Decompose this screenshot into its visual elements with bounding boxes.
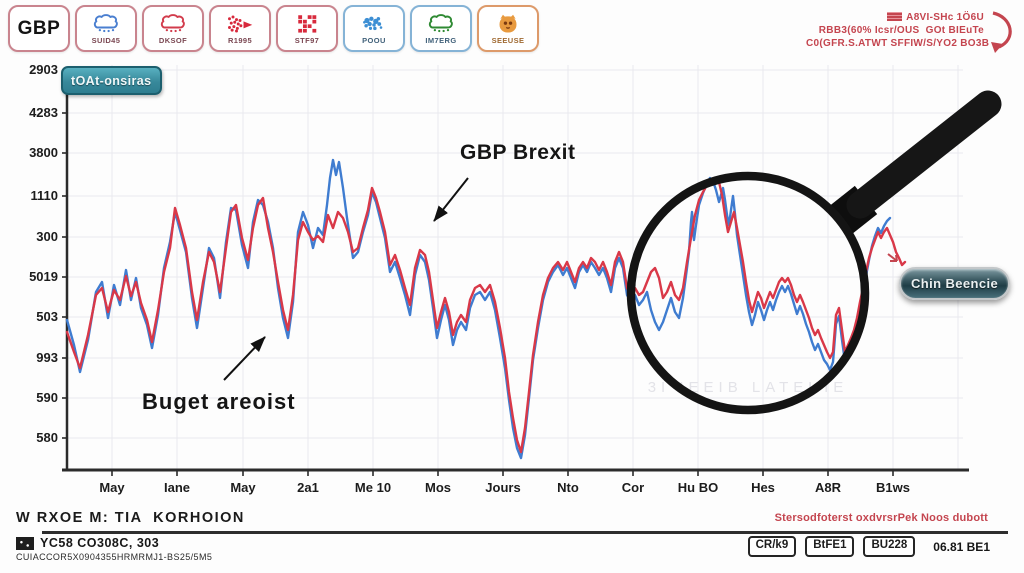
footer-code: YC58 CO308C, 303 [40, 536, 160, 550]
y-tick-label: 3800 [29, 145, 58, 160]
toolbar-button-label: DKSOF [158, 35, 188, 45]
footer-buttons-row: CR/k9 BtFE1 BU228 06.81 BE1 [747, 536, 990, 557]
toolbar-button-label: SEEUSE [491, 35, 525, 45]
magnifier-handle [846, 90, 1002, 219]
y-tick-label: 300 [36, 229, 58, 244]
footer-title: W RXOE M: TIA KORHOION [16, 510, 245, 526]
refresh-arrow-icon[interactable] [986, 9, 1016, 53]
footer-button-btfe1[interactable]: BtFE1 [805, 536, 855, 557]
chart-badge-right[interactable]: Chin Beencie [899, 267, 1011, 300]
toolbar-button-label: IM7ERG [425, 35, 457, 45]
toolbar-button-label: POOU [362, 35, 386, 45]
annotation-gbp-brexit: GBP Brexit [460, 141, 576, 164]
chart-badge-top-left[interactable]: tOAt-onsiras [61, 66, 162, 95]
x-tick-label: Cor [622, 480, 644, 495]
header-note-line: RBB3(60% Icsr/OUS GOt BIEuTe [818, 25, 984, 36]
annotation-budget: Buget areoist [142, 389, 296, 414]
flag-icon [887, 12, 903, 21]
toolbar: GBP SUID45 DKSOF R1995 STF97 POOU IM7ERG SEEUSE [8, 5, 539, 52]
x-tick-label: A8R [815, 480, 842, 495]
toolbar-button-im7erg[interactable]: IM7ERG [410, 5, 472, 52]
x-tick-label: Mos [425, 480, 451, 495]
x-tick-label: Hu BO [678, 480, 718, 495]
footer-value: 06.81 BE1 [933, 539, 990, 554]
annotation-arrow [433, 177, 469, 222]
y-tick-label: 4283 [29, 105, 58, 120]
footer-code-row: YC58 CO308C, 303 [16, 536, 159, 550]
header-note: A8VI-SHc 1Ö6U RBB3(60% Icsr/OUS GOt BIEuT… [806, 11, 990, 50]
y-tick-label: 590 [36, 390, 58, 405]
x-tick-label: Hes [751, 480, 775, 495]
x-tick-label: May [230, 480, 256, 495]
series-line-blue [65, 158, 892, 460]
axis-labels: 2903 4283 3800 1110 300 5019 503 993 590 580 May Ia… [29, 62, 910, 495]
toolbar-button-poou[interactable]: POOU [343, 5, 405, 52]
x-tick-label: Me 10 [355, 480, 391, 495]
toolbar-button-stf97[interactable]: STF97 [276, 5, 338, 52]
series-line-red [65, 176, 907, 454]
x-tick-label: B1ws [876, 480, 910, 495]
chip-icon [16, 536, 34, 550]
footer-note: Stersodfoterst oxdvrsrPek Noos dubott [774, 512, 988, 524]
toolbar-button-suid45[interactable]: SUID45 [75, 5, 137, 52]
y-tick-label: 993 [36, 350, 58, 365]
splat-icon [360, 13, 388, 35]
x-tick-label: Iane [164, 480, 190, 495]
badge-pointer-icon [887, 253, 898, 262]
toolbar-button-r1995[interactable]: R1995 [209, 5, 271, 52]
x-tick-label: Nto [557, 480, 579, 495]
owl-icon [495, 13, 521, 35]
x-tick-label: 2a1 [297, 480, 319, 495]
toolbar-button-label: GBP [17, 17, 61, 39]
x-tick-label: Jours [485, 480, 520, 495]
toolbar-button-label: R1995 [227, 35, 253, 45]
y-tick-label: 2903 [29, 62, 58, 77]
sheep-blue-icon [92, 13, 120, 35]
y-tick-label: 503 [36, 309, 58, 324]
header-note-line: C0(GFR.S.ATWT SFFIW/S/YO2 BO3B [806, 38, 990, 49]
footer-button-bu228[interactable]: BU228 [863, 536, 916, 557]
magnifier-lens [626, 171, 870, 415]
footer-button-crk9[interactable]: CR/k9 [747, 536, 797, 557]
magnifier [626, 90, 1002, 415]
toolbar-button-dksof[interactable]: DKSOF [142, 5, 204, 52]
toolbar-button-label: STF97 [294, 35, 320, 45]
lens-watermark: 3I IEEIB LATEUIE [648, 379, 849, 396]
sheep-red-icon [159, 13, 187, 35]
toolbar-button-seeuse[interactable]: SEEUSE [477, 5, 539, 52]
sheep-green-icon [427, 13, 455, 35]
axes [62, 68, 969, 472]
dots-arrow-icon [226, 13, 254, 35]
annotation-arrow [223, 336, 266, 381]
y-tick-label: 1110 [31, 188, 59, 203]
y-tick-label: 5019 [29, 269, 58, 284]
pixel-grid-icon [293, 13, 321, 35]
x-tick-label: May [99, 480, 125, 495]
footer-fine-print: CUIACCOR5X0904355HRMRMJ1-BS25/5M5 [16, 552, 213, 562]
footer-divider [42, 531, 1008, 534]
toolbar-button-gbp[interactable]: GBP [8, 5, 70, 52]
header-note-line: A8VI-SHc 1Ö6U [806, 11, 984, 24]
y-tick-label: 580 [36, 430, 58, 445]
toolbar-button-label: SUID45 [91, 35, 121, 45]
